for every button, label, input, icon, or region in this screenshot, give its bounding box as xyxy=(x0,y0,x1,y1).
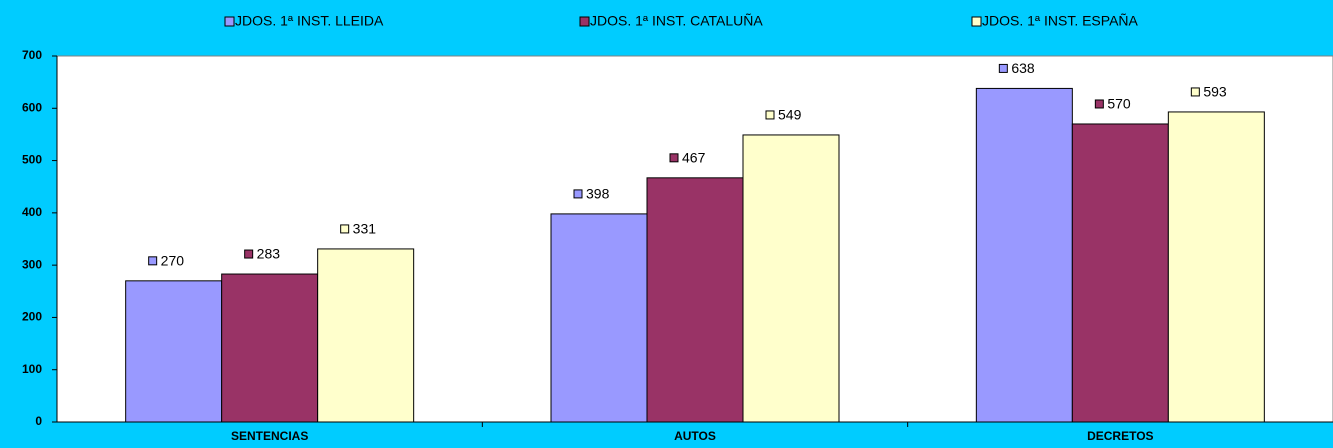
y-tick-label: 500 xyxy=(22,153,42,167)
data-label-key xyxy=(244,249,254,259)
data-label-key xyxy=(669,153,679,163)
x-tick-label: SENTENCIAS xyxy=(231,429,308,443)
x-tick-label: AUTOS xyxy=(674,429,716,443)
data-label: 270 xyxy=(161,253,185,269)
data-label: 398 xyxy=(586,186,610,202)
data-label: 549 xyxy=(778,107,802,123)
x-tick-label: DECRETOS xyxy=(1087,429,1153,443)
data-label: 638 xyxy=(1011,60,1035,76)
bar xyxy=(125,280,223,423)
data-label-key xyxy=(573,189,583,199)
legend-key xyxy=(971,16,982,27)
y-tick-label: 600 xyxy=(22,100,42,114)
data-label-key xyxy=(998,63,1008,73)
bar xyxy=(975,87,1073,423)
data-label-key xyxy=(1190,87,1200,97)
legend-label: JDOS. 1ª INST. LLEIDA xyxy=(235,13,384,29)
y-tick-label: 400 xyxy=(22,205,42,219)
legend-key xyxy=(224,16,235,27)
data-label: 593 xyxy=(1203,84,1227,100)
data-label-key xyxy=(340,224,350,234)
y-tick-label: 700 xyxy=(22,48,42,62)
data-label-key xyxy=(765,110,775,120)
legend-label: JDOS. 1ª INST. ESPAÑA xyxy=(982,13,1139,29)
y-tick-label: 300 xyxy=(22,257,42,271)
bar xyxy=(317,248,415,423)
data-label-key xyxy=(148,256,158,266)
data-label: 570 xyxy=(1107,96,1131,112)
bar xyxy=(550,213,648,423)
bar xyxy=(1167,111,1265,423)
bar xyxy=(646,177,744,423)
data-label: 331 xyxy=(353,221,377,237)
legend-key xyxy=(579,16,590,27)
y-tick-label: 200 xyxy=(22,310,42,324)
bar xyxy=(742,134,840,423)
bar xyxy=(1071,123,1169,423)
y-tick-label: 0 xyxy=(35,414,42,428)
data-label-key xyxy=(1094,99,1104,109)
bar xyxy=(221,273,319,423)
y-tick-label: 100 xyxy=(22,362,42,376)
data-label: 283 xyxy=(257,246,281,262)
legend-label: JDOS. 1ª INST. CATALUÑA xyxy=(590,13,763,29)
data-label: 467 xyxy=(682,150,706,166)
